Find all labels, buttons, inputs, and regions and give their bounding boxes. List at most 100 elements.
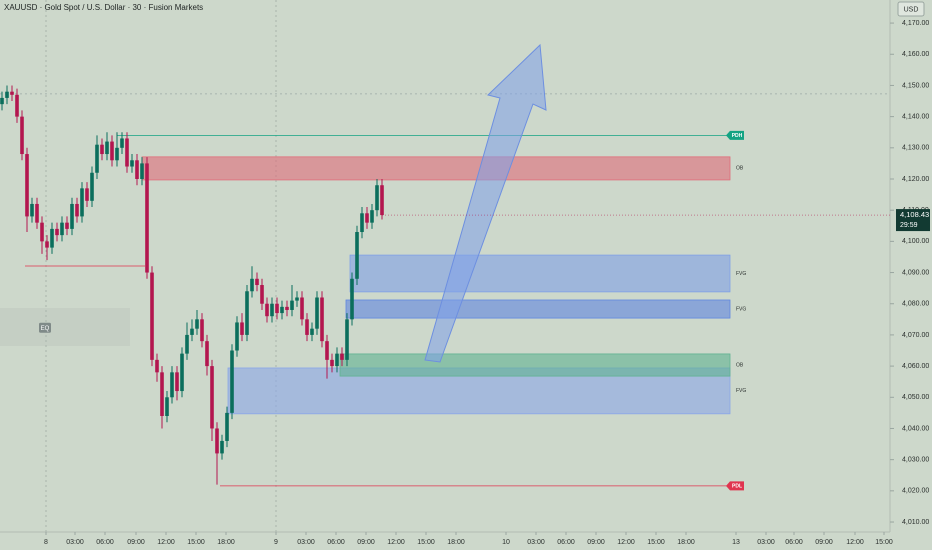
x-tick-label: 03:00 — [757, 539, 775, 546]
candle-body — [5, 91, 9, 98]
y-tick-label: 4,010.00 — [902, 519, 929, 526]
candle-body — [220, 440, 224, 454]
y-tick-label: 4,050.00 — [902, 394, 929, 401]
last-price-label: 4,108.43 — [900, 210, 929, 219]
candle-body — [355, 232, 359, 279]
x-tick-label: 18:00 — [447, 539, 465, 546]
zone-label: OB — [736, 166, 744, 172]
x-tick-label: 03:00 — [297, 539, 315, 546]
level-tag-shape — [726, 481, 744, 491]
candle-body — [235, 322, 239, 351]
candle-body — [285, 306, 289, 310]
marker-label: EQ — [41, 326, 50, 332]
candle-body — [215, 428, 219, 454]
candle-body — [210, 366, 214, 429]
x-tick-label: 03:00 — [66, 539, 84, 546]
candle-body — [200, 319, 204, 342]
candle-body — [155, 359, 159, 373]
candle-body — [345, 319, 349, 360]
candle-body — [70, 203, 74, 229]
x-tick-label: 09:00 — [815, 539, 833, 546]
y-tick-label: 4,140.00 — [902, 113, 929, 120]
candle-body — [245, 291, 249, 335]
candle-body — [50, 228, 54, 248]
x-tick-label: 03:00 — [527, 539, 545, 546]
level-tag: PDH — [726, 130, 744, 140]
y-tick-label: 4,060.00 — [902, 363, 929, 370]
zone — [349, 254, 731, 293]
candle-body — [365, 213, 369, 223]
candle-body — [240, 322, 244, 335]
candle-body — [85, 188, 89, 201]
zone — [141, 156, 731, 181]
candle-body — [250, 278, 254, 292]
eq-band — [0, 308, 130, 346]
candle-body — [340, 353, 344, 360]
x-tick-label: 06:00 — [557, 539, 575, 546]
currency[interactable]: USD — [904, 6, 919, 13]
candle-body — [125, 138, 129, 167]
chart-title: XAUUSD · Gold Spot / U.S. Dollar · 30 · … — [4, 3, 203, 12]
projection-arrow — [424, 43, 547, 363]
candle-body — [290, 300, 294, 310]
x-tick-label: 8 — [44, 539, 48, 546]
x-tick-label: 10 — [502, 539, 510, 546]
candle-body — [145, 163, 149, 273]
x-tick-label: 12:00 — [846, 539, 864, 546]
x-tick-label: 09:00 — [587, 539, 605, 546]
candle-body — [370, 210, 374, 223]
candle-body — [140, 163, 144, 179]
y-tick-label: 4,020.00 — [902, 488, 929, 495]
y-tick-label: 4,170.00 — [902, 20, 929, 27]
candle-body — [165, 397, 169, 416]
candle-body — [185, 334, 189, 354]
candle-body — [190, 328, 194, 335]
candle-body — [175, 372, 179, 392]
candle-body — [375, 185, 379, 211]
candle-body — [35, 203, 39, 223]
candle-body — [265, 303, 269, 317]
candle-body — [230, 350, 234, 413]
candle-body — [130, 160, 134, 167]
candle-body — [325, 341, 329, 360]
candle-body — [275, 303, 279, 314]
level-tag-shape — [726, 130, 744, 140]
candle-body — [90, 172, 94, 201]
candle-body — [170, 372, 174, 398]
currency-box[interactable] — [897, 1, 925, 17]
candle-body — [10, 91, 14, 95]
zone — [339, 353, 731, 377]
y-tick-label: 4,080.00 — [902, 301, 929, 308]
candle-body — [180, 353, 184, 392]
candle-body — [110, 141, 114, 161]
candle-body — [255, 278, 259, 286]
candle-body — [305, 319, 309, 335]
x-tick-label: 13 — [732, 539, 740, 546]
y-tick-label: 4,040.00 — [902, 425, 929, 432]
candle-body — [75, 203, 79, 217]
candle-body — [360, 213, 364, 233]
candle-body — [105, 141, 109, 155]
zone-label: FVG — [736, 388, 746, 394]
candle-body — [300, 297, 304, 320]
axis-layer: 4,010.00 4,020.00 4,030.00 4,040.00 4,050.00… — [44, 20, 930, 546]
candle-body — [0, 97, 4, 105]
zone-label: OB — [736, 362, 744, 368]
x-tick-label: 09:00 — [127, 539, 145, 546]
x-tick-label: 15:00 — [187, 539, 205, 546]
candle-body — [60, 222, 64, 236]
candle-body — [330, 359, 334, 367]
candle-body — [260, 285, 264, 304]
candle-body — [315, 297, 319, 329]
x-tick-label: 15:00 — [875, 539, 893, 546]
candle-body — [350, 278, 354, 320]
y-tick-label: 4,030.00 — [902, 456, 929, 463]
candle-body — [40, 222, 44, 242]
level-label: PDH — [732, 133, 743, 139]
candle-body — [55, 228, 59, 236]
last-price-tag — [896, 209, 930, 232]
marker-box — [39, 322, 51, 333]
candle-body — [25, 154, 29, 217]
